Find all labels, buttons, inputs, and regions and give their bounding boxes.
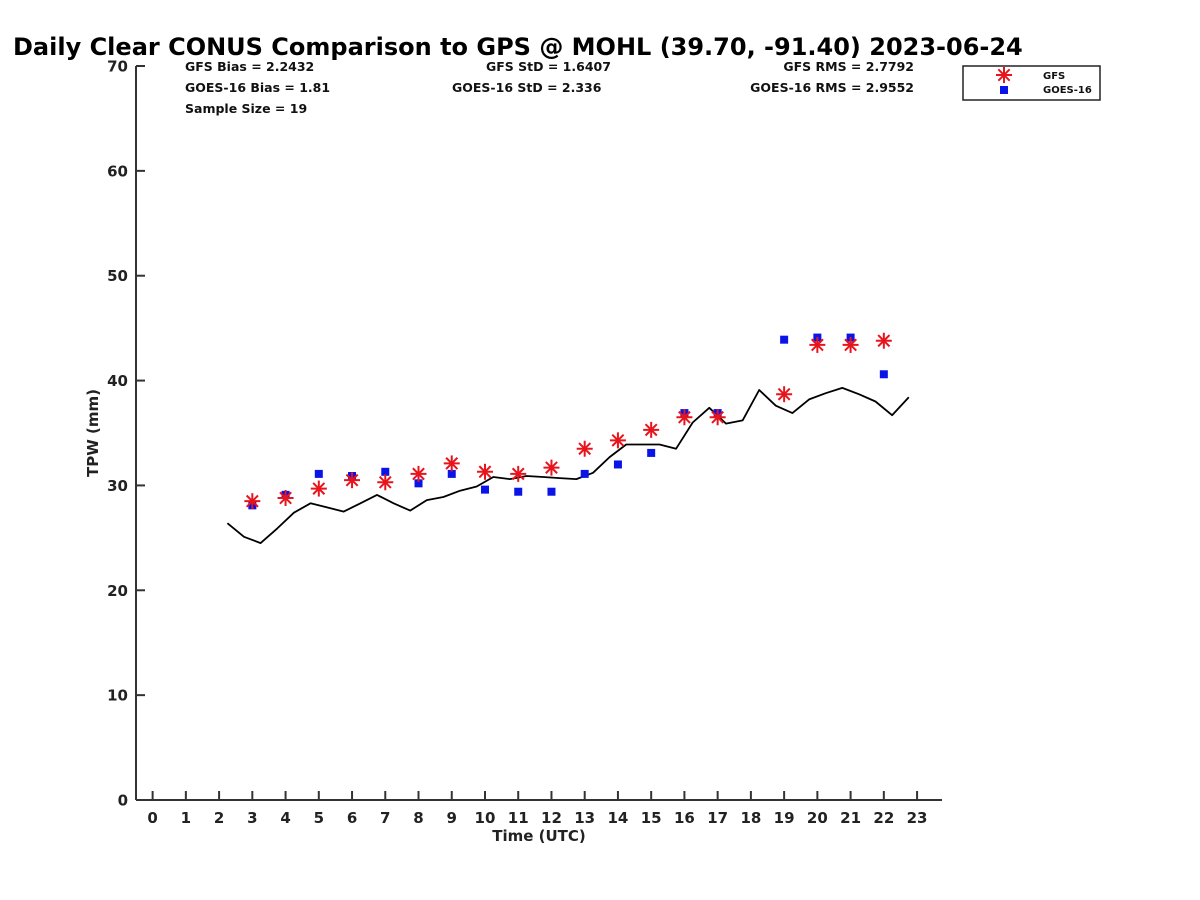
goes16-point bbox=[414, 479, 423, 488]
goes-std-stat: GOES-16 StD = 2.336 bbox=[452, 80, 602, 95]
gfs-point bbox=[809, 336, 826, 353]
x-tick-label: 1 bbox=[181, 809, 191, 827]
x-tick-label: 10 bbox=[475, 809, 496, 827]
goes16-point bbox=[314, 469, 323, 478]
gfs-bias-stat: GFS Bias = 2.2432 bbox=[185, 59, 314, 74]
x-tick-label: 0 bbox=[147, 809, 157, 827]
legend-gfs-label: GFS bbox=[1043, 71, 1065, 82]
goes16-point bbox=[780, 335, 789, 344]
goes16-point bbox=[613, 460, 622, 469]
gfs-point bbox=[842, 336, 859, 353]
goes16-point bbox=[879, 370, 888, 379]
goes-rms-stat: GOES-16 RMS = 2.9552 bbox=[750, 80, 914, 95]
legend-goes16-marker bbox=[1000, 86, 1008, 94]
x-tick-label: 11 bbox=[508, 809, 529, 827]
legend: GFS GOES-16 bbox=[962, 65, 1101, 101]
goes-bias-stat: GOES-16 Bias = 1.81 bbox=[185, 80, 330, 95]
gfs-point bbox=[344, 472, 361, 489]
y-tick-label: 20 bbox=[107, 582, 128, 600]
y-tick-label: 70 bbox=[107, 58, 128, 76]
x-tick-label: 23 bbox=[907, 809, 928, 827]
x-tick-label: 8 bbox=[413, 809, 423, 827]
y-axis-label: TPW (mm) bbox=[84, 389, 102, 477]
gfs-point bbox=[244, 493, 261, 510]
gfs-series bbox=[244, 332, 892, 510]
y-tick-label: 50 bbox=[107, 267, 128, 285]
gfs-point bbox=[510, 465, 527, 482]
x-tick-label: 18 bbox=[740, 809, 761, 827]
x-tick-label: 19 bbox=[774, 809, 795, 827]
y-tick-label: 30 bbox=[107, 477, 128, 495]
x-tick-label: 14 bbox=[608, 809, 629, 827]
x-tick-label: 20 bbox=[807, 809, 828, 827]
x-axis-label: Time (UTC) bbox=[492, 827, 586, 845]
gfs-rms-stat: GFS RMS = 2.7792 bbox=[783, 59, 914, 74]
x-tick-label: 17 bbox=[707, 809, 728, 827]
x-tick-label: 4 bbox=[280, 809, 290, 827]
x-tick-label: 7 bbox=[380, 809, 390, 827]
x-tick-label: 22 bbox=[873, 809, 894, 827]
gfs-point bbox=[643, 421, 660, 438]
gps-line bbox=[226, 386, 910, 544]
y-tick-label: 60 bbox=[107, 162, 128, 180]
chart-title: Daily Clear CONUS Comparison to GPS @ MO… bbox=[13, 33, 1023, 61]
legend-goes16-label: GOES-16 bbox=[1043, 85, 1092, 96]
y-ticks: 0 10 20 30 40 50 60 70 bbox=[107, 58, 145, 810]
gfs-point bbox=[543, 459, 560, 476]
x-tick-label: 2 bbox=[214, 809, 224, 827]
goes16-point bbox=[580, 469, 589, 478]
goes16-point bbox=[381, 467, 390, 476]
gfs-point bbox=[576, 440, 593, 457]
y-tick-label: 40 bbox=[107, 372, 128, 390]
gfs-point bbox=[377, 474, 394, 491]
x-tick-label: 12 bbox=[541, 809, 562, 827]
sample-size-stat: Sample Size = 19 bbox=[185, 101, 307, 116]
gfs-point bbox=[776, 386, 793, 403]
goes16-point bbox=[647, 448, 656, 457]
goes16-point bbox=[547, 487, 556, 496]
axes bbox=[135, 66, 942, 801]
x-tick-label: 9 bbox=[447, 809, 457, 827]
goes16-point bbox=[480, 485, 489, 494]
gfs-point bbox=[609, 432, 626, 449]
x-tick-label: 15 bbox=[641, 809, 662, 827]
goes16-series bbox=[248, 333, 888, 510]
stats-block: GFS Bias = 2.2432 GFS StD = 1.6407 GFS R… bbox=[185, 59, 914, 116]
gfs-point bbox=[410, 465, 427, 482]
x-ticks: 0 1 2 3 4 5 6 7 8 9 10 11 12 13 14 15 16 17 18 19 20 21 22 23 bbox=[147, 791, 928, 827]
gfs-point bbox=[709, 409, 726, 426]
goes16-point bbox=[514, 487, 523, 496]
gfs-std-stat: GFS StD = 1.6407 bbox=[486, 59, 611, 74]
gfs-point bbox=[443, 455, 460, 472]
gfs-point bbox=[676, 409, 693, 426]
y-tick-label: 0 bbox=[118, 792, 128, 810]
legend-gfs-asterisk bbox=[996, 67, 1012, 83]
goes16-point bbox=[447, 469, 456, 478]
x-tick-label: 21 bbox=[840, 809, 861, 827]
x-tick-label: 5 bbox=[314, 809, 324, 827]
x-tick-label: 3 bbox=[247, 809, 257, 827]
legend-box bbox=[962, 65, 1101, 101]
gfs-point bbox=[310, 480, 327, 497]
gfs-point bbox=[476, 463, 493, 480]
x-tick-label: 13 bbox=[574, 809, 595, 827]
gfs-point bbox=[277, 490, 294, 507]
y-tick-label: 10 bbox=[107, 687, 128, 705]
x-tick-label: 6 bbox=[347, 809, 357, 827]
gfs-point bbox=[875, 332, 892, 349]
gps-line-series bbox=[226, 386, 910, 544]
x-tick-label: 16 bbox=[674, 809, 695, 827]
legend-gfs-marker bbox=[996, 67, 1012, 83]
